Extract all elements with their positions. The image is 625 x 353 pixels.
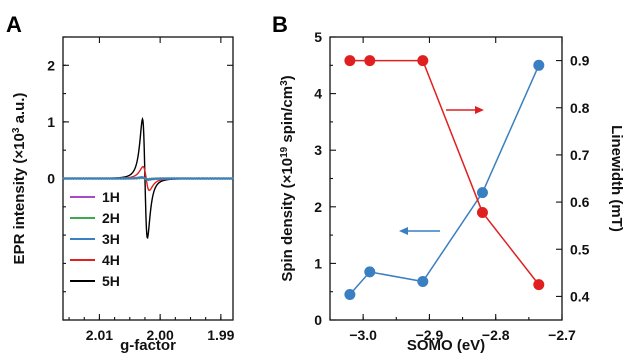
panel-b-ytick-right-label: 0.4 xyxy=(570,288,590,304)
panel-a-ytick-label: 2 xyxy=(47,57,55,73)
panel-b-ytick-right-label: 0.8 xyxy=(570,100,590,116)
arrow-right-head xyxy=(475,106,484,114)
legend-label-2H: 2H xyxy=(102,210,120,226)
panel-a-xtick-label: 2.01 xyxy=(86,327,113,343)
panel-b-point-right xyxy=(533,279,545,291)
panel-b-ytick-right-label: 0.5 xyxy=(570,241,590,257)
panel-b-ytick-left-label: 1 xyxy=(314,255,322,271)
panel-b-ytick-left-label: 0 xyxy=(314,312,322,328)
panel-b-ytick-left-label: 2 xyxy=(314,199,322,215)
panel-a-letter: A xyxy=(6,12,22,37)
panel-b-xtick-label: −2.9 xyxy=(416,327,444,343)
panel-a-ylabel: EPR intensity (×103 a.u.) xyxy=(11,93,29,265)
panel-a-ytick-label: 1 xyxy=(47,114,55,130)
panel-b-xtick-label: −3.0 xyxy=(349,327,377,343)
panel-b-ylabel-left: Spin density (×1019 spin/cm3) xyxy=(279,75,297,281)
panel-a-xtick-label: 2.00 xyxy=(147,327,174,343)
arrow-right-axis xyxy=(446,106,484,114)
panel-a-xtick-label: 1.99 xyxy=(207,327,234,343)
panel-a-ytick-label: 0 xyxy=(47,171,55,187)
panel-b-series-line-right xyxy=(349,59,540,286)
panel-b-point-right xyxy=(417,55,429,67)
panel-b-point-left xyxy=(364,266,376,278)
legend-label-4H: 4H xyxy=(102,252,120,268)
panel-b-point-right xyxy=(476,206,488,218)
panel-b-point-left xyxy=(476,187,488,199)
panel-b-xlabel: SOMO (eV) xyxy=(407,337,485,353)
panel-b-point-left xyxy=(533,59,545,71)
panel-b-point-left xyxy=(417,276,429,288)
panel-b-point-right xyxy=(364,55,376,67)
panel-b-point-right xyxy=(344,55,356,67)
legend-label-3H: 3H xyxy=(102,231,120,247)
panel-b-point-left xyxy=(344,289,356,301)
panel-b-letter: B xyxy=(272,12,288,37)
panel-b-xtick-label: −2.7 xyxy=(548,327,576,343)
panel-b-xtick-label: −2.8 xyxy=(482,327,510,343)
legend-label-1H: 1H xyxy=(102,189,120,205)
panel-b-ytick-right-label: 0.9 xyxy=(570,53,590,69)
panel-a-chart: 2.01 2.00 1.99 0 1 2 g-factor EPR intensity (×1… xyxy=(11,36,235,353)
panel-b-chart: −3.0 −2.9 −2.8 −2.7 0 1 2 3 4 5 0.4 0.5 0.6 0.7 0.8 0.9… xyxy=(279,29,625,353)
panel-a-xlabel: g-factor xyxy=(120,337,176,353)
panel-b-ytick-left-label: 5 xyxy=(314,29,322,45)
arrow-left-axis xyxy=(399,227,440,235)
panel-b-ytick-right-label: 0.6 xyxy=(570,194,590,210)
panel-b-ytick-right-label: 0.7 xyxy=(570,147,590,163)
arrow-left-head xyxy=(399,227,408,235)
legend-label-5H: 5H xyxy=(102,273,120,289)
panel-b-ylabel-right: Linewidth (mT) xyxy=(608,125,625,232)
panel-a-series-3H xyxy=(62,175,234,182)
panel-b-ytick-left-label: 3 xyxy=(314,142,322,158)
panel-b-series-line-left xyxy=(349,64,540,296)
panel-b-ytick-left-label: 4 xyxy=(314,86,322,102)
